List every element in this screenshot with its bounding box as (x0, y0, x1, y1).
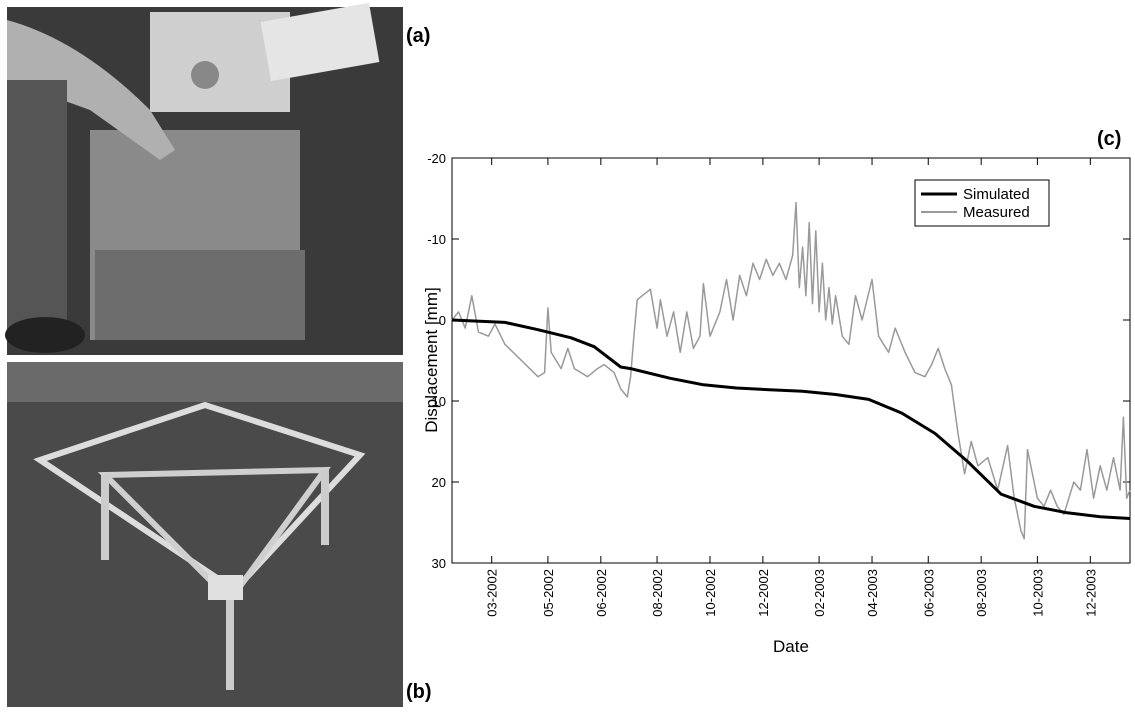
photo-b (7, 362, 403, 707)
series-line (451, 201, 1131, 540)
legend-label: Measured (963, 204, 1030, 221)
x-tick-label: 12-2003 (1083, 569, 1098, 617)
x-axis-label: Date (773, 637, 809, 656)
y-tick-label: 0 (439, 313, 446, 328)
panel-label: (a) (406, 25, 430, 47)
y-axis-label: Displacement [mm] (422, 287, 441, 432)
panel-label: (b) (406, 681, 432, 703)
x-tick-label: 03-2002 (485, 569, 500, 617)
x-tick-label: 06-2003 (921, 569, 936, 617)
legend-label: Simulated (963, 186, 1030, 203)
x-tick-label: 08-2003 (974, 569, 989, 617)
y-tick-label: -20 (427, 151, 446, 166)
x-tick-label: 06-2002 (594, 569, 609, 617)
x-tick-label: 05-2002 (541, 569, 556, 617)
x-tick-label: 02-2003 (812, 569, 827, 617)
y-tick-label: 10 (432, 394, 446, 409)
x-tick-label: 04-2003 (865, 569, 880, 617)
plot-frame (451, 157, 1131, 564)
x-tick-label: 12-2002 (756, 569, 771, 617)
y-tick-label: -10 (427, 232, 446, 247)
y-tick-label: 30 (432, 556, 446, 571)
legend-box (914, 179, 1050, 227)
x-tick-label: 10-2003 (1030, 569, 1045, 617)
y-tick-label: 20 (432, 475, 446, 490)
panel-label: (c) (1097, 128, 1121, 150)
photo-a (5, 2, 403, 355)
series-line (451, 318, 1131, 520)
x-tick-label: 08-2002 (650, 569, 665, 617)
x-tick-label: 10-2002 (703, 569, 718, 617)
